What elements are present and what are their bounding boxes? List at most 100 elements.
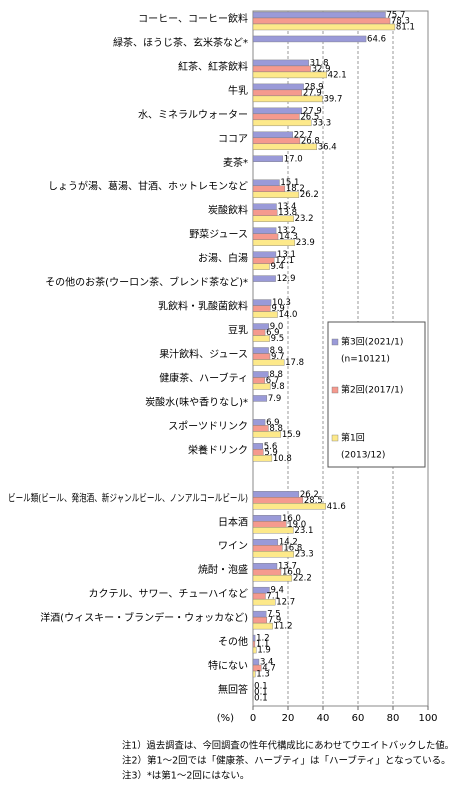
bar [252,353,271,360]
bar [252,107,303,115]
bar [252,251,277,258]
value-label: 31.8 [310,58,329,68]
bar [252,545,283,552]
footnote: 注1）過去調査は、今回調査の性年代構成比にあわせてウエイトバックした値。 [122,740,454,752]
bar [252,598,276,606]
category-label: 健康茶、ハーブティ [159,371,248,384]
value-label: 23.3 [295,550,314,560]
value-label: 1.1 [256,640,270,650]
category-label: ビール類(ビール、発泡酒、新ジャンルビール、ノンアルコールビール) [8,491,248,504]
value-label: 9.5 [271,334,285,344]
value-label: 13.1 [277,250,296,260]
bar [252,646,257,654]
value-label: 13.2 [277,226,296,236]
x-tick-label: 60 [352,713,365,724]
category-label: 水、ミネラルウォーター [138,109,248,121]
value-label: 3.4 [260,658,274,668]
category-label: カクテル、サワー、チューハイなど [89,588,249,600]
category-label: 炭酸水(味や香りなし)* [145,395,248,408]
value-label: 39.7 [323,94,342,104]
category-label: 豆乳 [228,324,248,337]
bar [252,113,300,121]
value-label: 64.6 [367,34,386,44]
bar [252,658,260,666]
value-label: 78.3 [391,16,410,26]
value-label: 15.9 [282,430,301,440]
bar [252,179,280,186]
value-label: 28.5 [304,496,323,506]
bar [252,59,309,67]
bar [252,383,271,390]
bar [252,515,282,522]
bar [252,35,367,43]
x-tick-label: 100 [418,713,437,724]
bar [252,329,266,336]
bar [252,574,293,582]
bar [252,425,269,432]
value-label: 15.1 [280,178,299,188]
bar [252,263,270,270]
value-label: 7.9 [268,394,282,404]
value-label: 9.0 [270,322,284,332]
bar [252,664,262,672]
value-label: 7.1 [266,592,280,602]
bar [252,137,301,145]
legend-marker [331,386,339,394]
value-label: 0.1 [254,688,268,698]
value-label: 12.7 [276,598,295,608]
x-tick-label: 40 [317,713,330,724]
bar [252,455,273,462]
bar [252,275,276,282]
category-label: 乳飲料・乳酸菌飲料 [158,300,248,313]
legend-note: (n=10121) [341,355,390,365]
bar [252,616,268,624]
legend-label: 第3回(2021/1) [341,336,403,348]
bar [252,299,272,306]
bar [252,311,278,318]
bar [252,568,282,576]
bar [252,335,270,342]
bar [252,119,312,127]
bar [252,419,266,426]
footnote: 注2）第1～2回では「健康茶、ハーブティ」は「ハーブティ」となっている。 [122,755,451,767]
category-label: 緑茶、ほうじ茶、玄米茶など* [113,36,248,49]
bar [252,527,294,534]
bar [252,185,286,192]
value-label: 41.6 [327,502,346,512]
category-label: 麦茶* [223,156,248,169]
bar [252,622,273,630]
category-label: お湯、白湯 [198,252,248,265]
bar [252,89,303,97]
value-label: 4.7 [262,664,276,674]
value-label: 7.9 [268,616,282,626]
bar [252,143,317,151]
value-label: 18.2 [286,184,305,194]
category-label: しょうが湯、葛湯、甘酒、ホットレモンなど [48,180,248,193]
value-label: 10.8 [273,454,292,464]
category-label: 牛乳 [228,84,248,97]
category-label: 特にない [208,660,248,672]
value-label: 6.9 [266,418,280,428]
value-label: 16.8 [283,544,302,554]
value-label: 8.8 [269,370,283,380]
category-label: 野菜ジュース [189,229,248,241]
value-label: 9.8 [271,382,285,392]
value-label: 42.1 [328,70,347,80]
value-label: 36.4 [318,142,337,152]
category-label: ワイン [218,541,248,552]
bar [252,71,327,79]
value-label: 10.3 [272,298,291,308]
value-label: 14.0 [279,310,298,320]
category-label: 果汁飲料、ジュース [159,348,248,361]
bar [252,551,294,558]
value-label: 13.7 [278,562,297,572]
bar [252,215,294,222]
bar [252,11,386,19]
x-tick-label: 80 [387,713,400,724]
value-label: 6.7 [266,376,280,386]
bar [252,521,287,528]
legend-box [327,321,426,468]
bar [252,227,277,234]
bar [252,377,265,384]
